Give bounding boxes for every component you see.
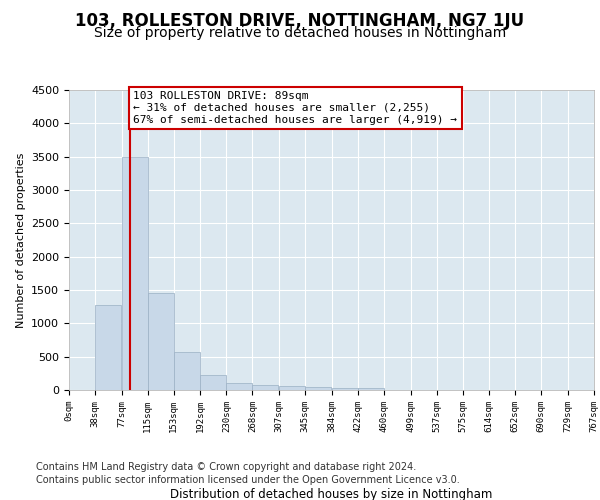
Bar [148, 292, 174, 390]
Text: 103, ROLLESTON DRIVE, NOTTINGHAM, NG7 1JU: 103, ROLLESTON DRIVE, NOTTINGHAM, NG7 1J… [76, 12, 524, 30]
Bar [279, 386, 305, 390]
Text: 103 ROLLESTON DRIVE: 89sqm
← 31% of detached houses are smaller (2,255)
67% of s: 103 ROLLESTON DRIVE: 89sqm ← 31% of deta… [133, 92, 457, 124]
Bar [305, 388, 331, 390]
Bar [253, 384, 278, 390]
Bar [332, 388, 358, 390]
Y-axis label: Number of detached properties: Number of detached properties [16, 152, 26, 328]
X-axis label: Distribution of detached houses by size in Nottingham: Distribution of detached houses by size … [170, 488, 493, 500]
Bar [200, 376, 226, 390]
Bar [122, 156, 148, 390]
Bar [95, 304, 121, 390]
Bar [358, 388, 384, 390]
Text: Size of property relative to detached houses in Nottingham: Size of property relative to detached ho… [94, 26, 506, 40]
Text: Contains public sector information licensed under the Open Government Licence v3: Contains public sector information licen… [36, 475, 460, 485]
Bar [174, 352, 200, 390]
Text: Contains HM Land Registry data © Crown copyright and database right 2024.: Contains HM Land Registry data © Crown c… [36, 462, 416, 472]
Bar [226, 382, 253, 390]
